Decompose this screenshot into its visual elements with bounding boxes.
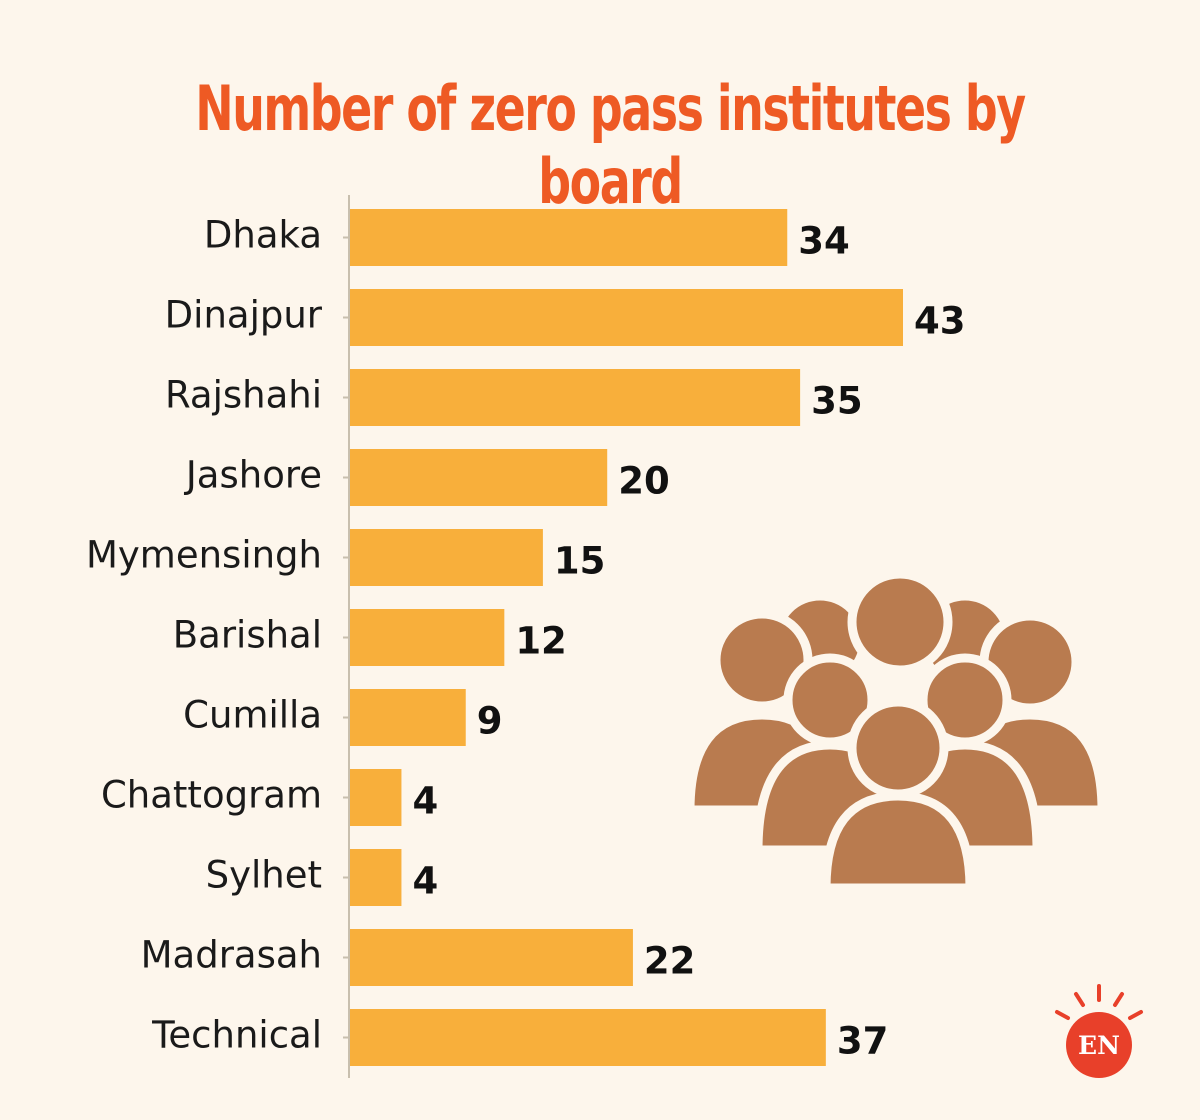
- category-label: Dhaka: [204, 214, 322, 257]
- bar-rajshahi: [350, 369, 801, 426]
- value-label: 22: [644, 940, 696, 983]
- category-label: Cumilla: [183, 694, 322, 737]
- logo-text: EN: [1078, 1031, 1120, 1060]
- value-label: 35: [811, 380, 863, 423]
- bar-cumilla: [350, 689, 466, 746]
- bar-dhaka: [350, 209, 788, 266]
- value-label: 43: [914, 300, 966, 343]
- value-label: 15: [554, 540, 606, 583]
- bar-jashore: [350, 449, 608, 506]
- value-label: 4: [412, 860, 438, 903]
- bar-technical: [350, 1009, 826, 1066]
- category-label: Barishal: [173, 614, 322, 657]
- category-label: Jashore: [184, 454, 322, 497]
- chart-title: Number of zero pass institutes by board: [195, 72, 1026, 218]
- bar-sylhet: [350, 849, 402, 906]
- sun-logo-icon: EN: [1055, 984, 1143, 1078]
- value-label: 4: [412, 780, 438, 823]
- bars-layer: Dhaka 34 Dinajpur 43 Rajshahi 35 Jashore 20 Myme…: [86, 195, 966, 1078]
- people-group-icon: [685, 569, 1107, 893]
- category-label: Rajshahi: [165, 374, 322, 417]
- value-label: 20: [618, 460, 670, 503]
- category-label: Dinajpur: [165, 294, 323, 337]
- bar-dinajpur: [350, 289, 903, 346]
- value-label: 9: [477, 700, 503, 743]
- category-label: Madrasah: [141, 934, 322, 977]
- category-label: Sylhet: [206, 854, 322, 897]
- category-label: Technical: [151, 1014, 322, 1057]
- value-label: 37: [837, 1020, 889, 1063]
- category-label: Mymensingh: [86, 534, 322, 577]
- bar-madrasah: [350, 929, 633, 986]
- category-label: Chattogram: [101, 774, 322, 817]
- value-label: 34: [798, 220, 850, 263]
- bar-barishal: [350, 609, 505, 666]
- value-label: 12: [515, 620, 567, 663]
- bar-chattogram: [350, 769, 402, 826]
- bar-mymensingh: [350, 529, 543, 586]
